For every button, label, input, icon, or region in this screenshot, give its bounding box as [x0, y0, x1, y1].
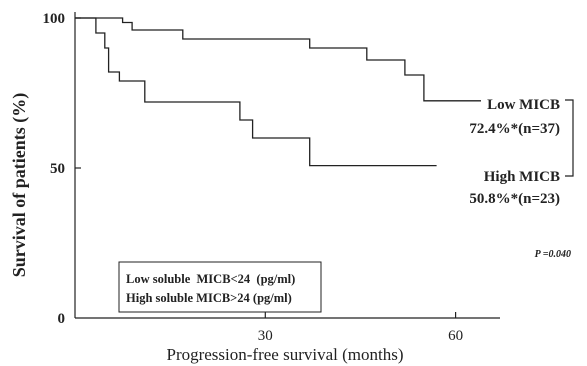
y-tick-label: 0 — [58, 311, 66, 327]
y-tick-label: 100 — [43, 11, 66, 27]
legend-box — [118, 261, 322, 313]
comparison-bracket — [565, 99, 574, 177]
high-micb-curve — [75, 17, 437, 167]
x-axis-label: Progression-free survival (months) — [166, 345, 403, 364]
low-micb-curve — [75, 17, 481, 102]
p-value: P =0.040 — [535, 249, 571, 260]
x-tick-label: 60 — [448, 328, 463, 344]
legend-line-low: Low soluble MICB<24 (pg/ml) — [126, 272, 295, 286]
legend: Low soluble MICB<24 (pg/ml) High soluble… — [118, 261, 322, 313]
high-micb-label: High MICB — [484, 169, 560, 185]
series-layer — [75, 17, 481, 167]
high-micb-value: 50.8%*(n=23) — [469, 191, 560, 207]
y-axis-label: Survival of patients (%) — [9, 93, 30, 278]
y-tick-label: 50 — [50, 161, 65, 177]
x-tick-label: 30 — [258, 328, 273, 344]
axes — [74, 12, 500, 319]
low-micb-value: 72.4%*(n=37) — [469, 121, 560, 137]
legend-line-high: High soluble MICB>24 (pg/ml) — [126, 291, 292, 305]
low-micb-label: Low MICB — [487, 97, 560, 113]
